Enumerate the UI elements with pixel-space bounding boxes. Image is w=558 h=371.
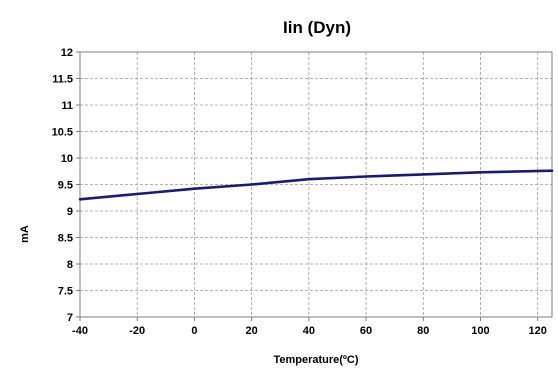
x-tick-label: 40: [303, 325, 315, 337]
x-tick-label: -20: [129, 325, 145, 337]
x-tick-label: 20: [246, 325, 258, 337]
y-tick-label: 7: [67, 312, 73, 324]
x-tick-label: 80: [417, 325, 429, 337]
y-tick-label: 11.5: [52, 74, 73, 86]
x-tick-label: 100: [471, 325, 489, 337]
x-tick-label: 60: [360, 325, 372, 337]
y-tick-label: 8: [67, 259, 73, 271]
series: [78, 169, 554, 201]
y-tick-label: 9.5: [58, 180, 73, 192]
y-tick-label: 9: [67, 206, 73, 218]
series-line: [78, 169, 554, 201]
y-tick-label: 8.5: [58, 233, 73, 245]
y-tick-label: 10.5: [52, 127, 73, 139]
grid: [80, 52, 552, 317]
x-tick-label: 120: [529, 325, 547, 337]
y-tick-label: 11: [61, 100, 73, 112]
y-tick-label: 10: [61, 153, 73, 165]
chart-title: Iin (Dyn): [283, 18, 351, 37]
y-tick-label: 12: [61, 47, 73, 59]
y-axis-label: mA: [19, 225, 31, 243]
axis-ticks: 7 7.5 8 8.5 9 9.5 10 10.5 11 11.5 12 -40 -20 0 20 40 60 8…: [52, 47, 547, 337]
x-axis-label: Temperature(ºC): [273, 354, 358, 366]
y-tick-label: 7.5: [58, 286, 73, 298]
x-tick-label: 0: [191, 325, 197, 337]
x-tick-label: -40: [72, 325, 88, 337]
